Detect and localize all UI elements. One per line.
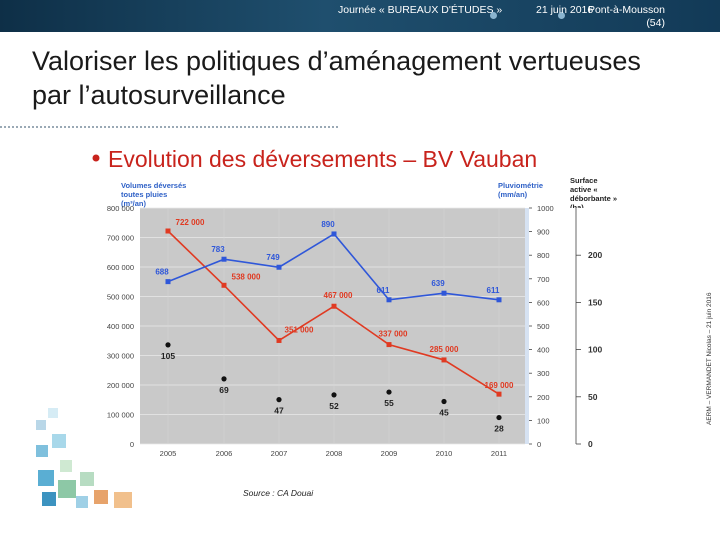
chart-area: Evolution des déversements – BV Vauban V… — [88, 138, 648, 468]
x-tick-label: 2005 — [160, 449, 177, 458]
chart-marks — [165, 228, 502, 421]
y-tick-right: 200 — [537, 393, 550, 402]
y-tick-right: 700 — [537, 275, 550, 284]
series-dot-point — [441, 398, 447, 405]
series-dot-label: 45 — [439, 408, 449, 418]
y-tick-right2: 0 — [588, 439, 593, 449]
series-red-label: 467 000 — [324, 291, 353, 300]
series-dot-label: 28 — [494, 424, 504, 434]
series-red-point — [331, 303, 337, 309]
y-tick-right: 100 — [537, 416, 550, 425]
series-blue-label: 890 — [321, 220, 335, 229]
x-tick-label: 2009 — [381, 449, 398, 458]
series-dot-label: 105 — [161, 351, 175, 361]
series-blue-label: 783 — [211, 245, 225, 254]
y-tick-right2: 200 — [588, 250, 602, 260]
decorative-squares — [36, 408, 132, 508]
series-red-label: 538 000 — [232, 272, 261, 281]
series-red-label: 169 000 — [485, 381, 514, 390]
series-dot-point — [276, 397, 282, 403]
slide-title: Valoriser les politiques d’aménagement v… — [32, 46, 641, 110]
x-tick-label: 2006 — [216, 449, 233, 458]
y-tick-left: 800 000 — [107, 204, 134, 213]
series-red-point — [165, 228, 171, 234]
y-tick-right2: 100 — [588, 345, 602, 355]
y-tick-left: 100 000 — [107, 411, 134, 420]
series-red-point — [441, 357, 447, 363]
header-date: 21 juin 2016 — [536, 4, 594, 16]
y-axis-right2-label: Surface active «déborbante » (ha) — [570, 176, 617, 212]
y-tick-left: 300 000 — [107, 352, 134, 361]
series-dot-point — [496, 414, 502, 421]
y-tick-left: 0 — [130, 440, 134, 449]
header-place: Pont-à-Mousson (54) — [587, 4, 665, 29]
series-blue-point — [386, 297, 392, 303]
y-tick-right2: 150 — [588, 297, 602, 307]
y-axis-right-label: Pluviométrie (mm/an) — [498, 181, 543, 199]
series-dot-point — [165, 342, 171, 348]
y-tick-right: 900 — [537, 228, 550, 237]
series-dot-label: 52 — [329, 401, 339, 411]
y-tick-left: 400 000 — [107, 322, 134, 331]
y-tick-left: 700 000 — [107, 234, 134, 243]
title-divider — [0, 126, 338, 128]
x-tick-label: 2008 — [326, 449, 343, 458]
series-blue-label: 611 — [377, 286, 390, 295]
chart-title-bullet — [92, 154, 100, 162]
series-blue-point — [165, 279, 171, 285]
series-red-label: 722 000 — [176, 218, 205, 227]
x-tick-label: 2010 — [436, 449, 453, 458]
series-blue-point — [276, 264, 282, 270]
series-red-point — [386, 342, 392, 348]
series-blue-point — [221, 256, 227, 262]
series-dot-label: 47 — [274, 406, 284, 416]
series-red-point — [496, 391, 502, 397]
y-axis-left-label: Volumes déversés toutes pluies (m³/an) — [121, 181, 186, 208]
data-labels: 722 000 538 000 351 000 467 000 337 000 285 0… — [155, 218, 514, 434]
y-tick-right: 0 — [537, 440, 541, 449]
side-footer-text: AERM – VERMANDET Nicolas – 21 juin 2016 — [706, 292, 713, 425]
series-blue-label: 688 — [155, 268, 169, 277]
header-event: Journée « BUREAUX D'ÉTUDES » — [338, 4, 503, 16]
x-tick-label: 2011 — [491, 449, 507, 458]
y-tick-left: 500 000 — [107, 293, 134, 302]
y-tick-right: 500 — [537, 322, 550, 331]
y-tick-right2: 50 — [588, 392, 598, 402]
series-dot-point — [331, 392, 337, 398]
series-red-label: 285 000 — [430, 345, 459, 354]
y-tick-right: 400 — [537, 346, 550, 355]
series-blue-label: 749 — [266, 253, 280, 262]
right-axis-strip — [525, 208, 529, 444]
grid-lines — [140, 207, 525, 445]
series-blue-point — [331, 231, 337, 237]
series-blue-point — [496, 297, 502, 303]
header-dot-2 — [558, 12, 565, 19]
right-axis-panel — [525, 208, 625, 450]
series-red-point — [276, 337, 282, 343]
x-tick-label: 2007 — [271, 449, 288, 458]
y-tick-right: 1000 — [537, 204, 554, 213]
series-red-point — [221, 282, 227, 288]
series-dot-point — [386, 389, 392, 395]
y-tick-right: 300 — [537, 369, 550, 378]
series-red-label: 337 000 — [379, 330, 408, 339]
y-tick-right: 800 — [537, 251, 550, 260]
y-tick-left: 200 000 — [107, 381, 134, 390]
source-note: Source : CA Douai — [243, 488, 314, 498]
series-dot-point — [221, 376, 227, 382]
series-blue-point — [441, 290, 447, 296]
series-blue-label: 639 — [431, 279, 445, 288]
series-dot-label: 69 — [219, 385, 229, 395]
chart-title: Evolution des déversements – BV Vauban — [108, 146, 537, 172]
header-dot-1 — [490, 12, 497, 19]
series-blue-label: 611 — [487, 286, 500, 295]
axis-ticks: 0 100 000 200 000 300 000 400 000 500 000 600 … — [107, 204, 603, 458]
series-dot-label: 55 — [384, 398, 394, 408]
header-bar: Journée « BUREAUX D'ÉTUDES » 21 juin 201… — [0, 0, 720, 32]
series-red-label: 351 000 — [285, 325, 314, 334]
y-tick-left: 600 000 — [107, 263, 134, 272]
y-tick-right: 600 — [537, 298, 550, 307]
